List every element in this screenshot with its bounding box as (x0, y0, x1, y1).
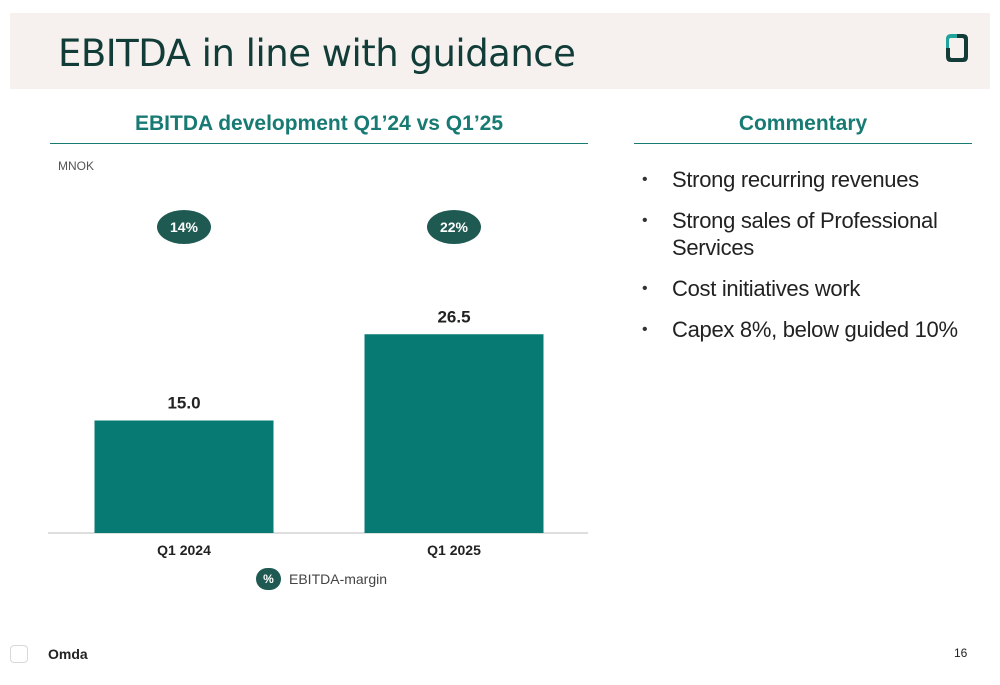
margin-pill (157, 210, 211, 244)
footer-mark-icon (10, 645, 28, 663)
footer-logo: Omda (10, 645, 88, 663)
page-number: 16 (954, 646, 968, 660)
ebitda-bar-chart: 15.0 Q1 2024 14% 26.5 Q1 2025 22% (48, 210, 588, 558)
footer-brand: Omda (48, 646, 88, 662)
margin-pill (427, 210, 481, 244)
bullet-dot-icon: • (642, 171, 648, 188)
legend-label: EBITDA-margin (289, 571, 388, 587)
commentary-bullet: • Capex 8%, below guided 10% (640, 316, 980, 343)
bar-value-label: 26.5 (437, 307, 470, 326)
chart-panel-rule (50, 143, 588, 144)
commentary-text: Capex 8%, below guided 10% (672, 317, 958, 342)
x-tick-label: Q1 2025 (427, 542, 481, 558)
commentary-text: Cost initiatives work (672, 276, 861, 301)
commentary-heading: Commentary (738, 112, 868, 135)
legend-margin-symbol: % (256, 568, 281, 590)
commentary-rule (634, 143, 972, 144)
header-band (10, 13, 990, 89)
commentary-bullet: • Strong recurring revenues (640, 166, 980, 193)
bar-value-label: 15.0 (167, 394, 200, 413)
bar (364, 334, 544, 533)
commentary-text: Strong sales of Professional Services (672, 208, 938, 260)
x-tick-label: Q1 2024 (157, 542, 211, 558)
commentary-text: Strong recurring revenues (672, 167, 919, 192)
margin-label: 14% (170, 219, 199, 235)
bar (94, 420, 274, 533)
margin-label: 22% (440, 219, 469, 235)
bullet-dot-icon: • (642, 280, 648, 297)
bullet-dot-icon: • (642, 212, 648, 229)
commentary-bullet: • Cost initiatives work (640, 275, 980, 302)
commentary-bullet: • Strong sales of Professional Services (640, 207, 980, 261)
legend: % EBITDA-margin (256, 568, 387, 590)
bullet-dot-icon: • (642, 321, 648, 338)
slide-title: EBITDA in line with guidance (58, 32, 576, 75)
chart-panel-heading: EBITDA development Q1’24 vs Q1’25 (134, 112, 504, 135)
unit-label: MNOK (58, 159, 94, 173)
commentary-list: • Strong recurring revenues • Strong sales… (640, 166, 980, 357)
omda-logo-icon (946, 34, 968, 62)
